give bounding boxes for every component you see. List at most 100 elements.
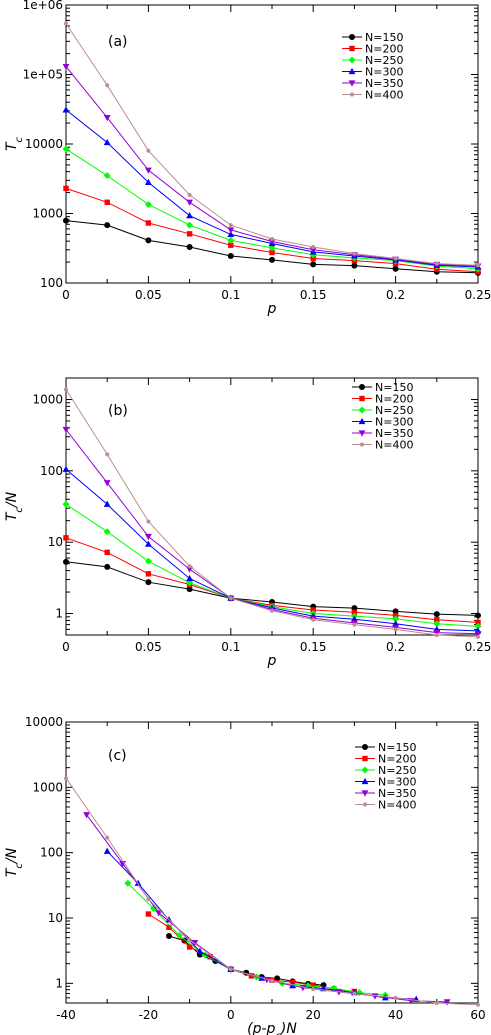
x-tick-label: 40 xyxy=(388,1008,403,1022)
data-point xyxy=(269,256,275,263)
legend-marker xyxy=(361,766,369,774)
data-point xyxy=(433,620,441,628)
legend-label: N=400 xyxy=(375,439,413,452)
data-point xyxy=(228,242,234,248)
y-tick-label: 1 xyxy=(55,607,63,621)
data-point xyxy=(145,220,152,226)
data-point xyxy=(64,21,68,26)
y-tick-label: 100 xyxy=(40,464,63,478)
data-point xyxy=(62,63,70,71)
data-point xyxy=(62,465,70,472)
chart-panel-2: -40 -20 0 20 40 60 1 10 100 1000 10000 (p-pc)N Tc/N (… xyxy=(4,715,486,1035)
data-point xyxy=(103,500,111,507)
data-point xyxy=(145,533,152,541)
x-tick-label: 0.25 xyxy=(465,288,491,302)
data-point xyxy=(270,236,274,241)
data-point xyxy=(105,452,110,457)
data-point xyxy=(476,1002,480,1007)
data-point xyxy=(311,617,316,622)
chart-panel-0: 0 0.05 0.1 0.15 0.2 0.25 100 1000 10000 1e+05 1e+0… xyxy=(4,0,491,317)
data-point xyxy=(187,564,192,569)
data-point xyxy=(475,612,481,619)
data-point xyxy=(134,879,142,886)
series-line xyxy=(148,913,355,992)
x-tick-label: 0.2 xyxy=(386,288,405,302)
data-point xyxy=(103,847,111,854)
series-N=300 xyxy=(103,847,420,1002)
legend-label: N=350 xyxy=(365,77,403,90)
data-point xyxy=(62,145,70,153)
x-tick-label: 0 xyxy=(62,288,70,302)
y-axis-label: Tc xyxy=(4,136,25,151)
data-point xyxy=(228,967,233,972)
data-point xyxy=(187,938,192,943)
data-point xyxy=(268,238,276,246)
data-point xyxy=(83,812,90,819)
data-point xyxy=(104,222,111,229)
y-tick-label: 1000 xyxy=(32,780,63,794)
data-point xyxy=(63,185,69,192)
data-point xyxy=(186,231,193,237)
data-point xyxy=(144,200,152,208)
series-N=400 xyxy=(64,21,480,268)
data-point xyxy=(475,619,481,626)
legend-label: N=300 xyxy=(365,66,403,79)
data-point xyxy=(62,426,70,434)
data-point xyxy=(269,249,275,256)
legend-label: N=200 xyxy=(378,753,416,766)
y-tick-label: 1000 xyxy=(32,392,63,406)
chart-panel-1: 0 0.05 0.1 0.15 0.2 0.25 1 10 100 1000 p Tc/N (b) N=1… xyxy=(4,377,491,669)
series-line xyxy=(86,814,448,1003)
data-point xyxy=(335,989,343,996)
data-point xyxy=(145,579,152,586)
legend-label: N=150 xyxy=(375,381,413,394)
data-point xyxy=(309,247,317,254)
data-point xyxy=(145,911,152,917)
legend-marker xyxy=(362,755,368,762)
x-tick-label: 20 xyxy=(306,1008,321,1022)
x-tick-label: -40 xyxy=(56,1008,76,1022)
series-N=350 xyxy=(83,812,451,1006)
series-N=250 xyxy=(124,879,389,999)
legend-label: N=250 xyxy=(365,54,403,67)
series-N=200 xyxy=(145,911,358,995)
legend-marker xyxy=(348,67,356,75)
x-tick-label: 0.2 xyxy=(386,640,405,654)
data-point xyxy=(434,261,439,266)
data-point xyxy=(186,944,193,950)
series-line xyxy=(65,777,479,1006)
data-point xyxy=(104,563,111,570)
data-point xyxy=(146,897,151,902)
data-point xyxy=(104,199,110,205)
legend-marker xyxy=(362,744,368,750)
data-point xyxy=(434,1001,439,1005)
x-axis-label: p xyxy=(267,653,277,669)
data-point xyxy=(310,607,316,613)
data-point xyxy=(166,933,172,940)
data-point xyxy=(146,519,151,524)
data-point xyxy=(150,904,158,912)
series-N=150 xyxy=(63,217,481,276)
data-point xyxy=(186,586,193,593)
legend-marker xyxy=(349,34,355,40)
data-point xyxy=(474,622,482,630)
panel-label: (a) xyxy=(108,34,128,50)
legend-label: N=300 xyxy=(375,416,413,429)
data-point xyxy=(474,631,482,638)
data-point xyxy=(311,986,316,991)
legend-label: N=250 xyxy=(375,404,413,417)
y-tick-label: 100 xyxy=(40,846,63,860)
series-N=400 xyxy=(64,387,480,639)
data-point xyxy=(268,244,276,252)
x-tick-label: 0.25 xyxy=(465,640,491,654)
data-point xyxy=(393,256,398,261)
data-point xyxy=(311,244,316,249)
data-point xyxy=(64,387,68,392)
legend-marker xyxy=(348,80,356,87)
data-point xyxy=(352,991,357,996)
data-point xyxy=(186,212,193,219)
data-point xyxy=(62,106,70,113)
legend-label: N=350 xyxy=(378,787,416,800)
